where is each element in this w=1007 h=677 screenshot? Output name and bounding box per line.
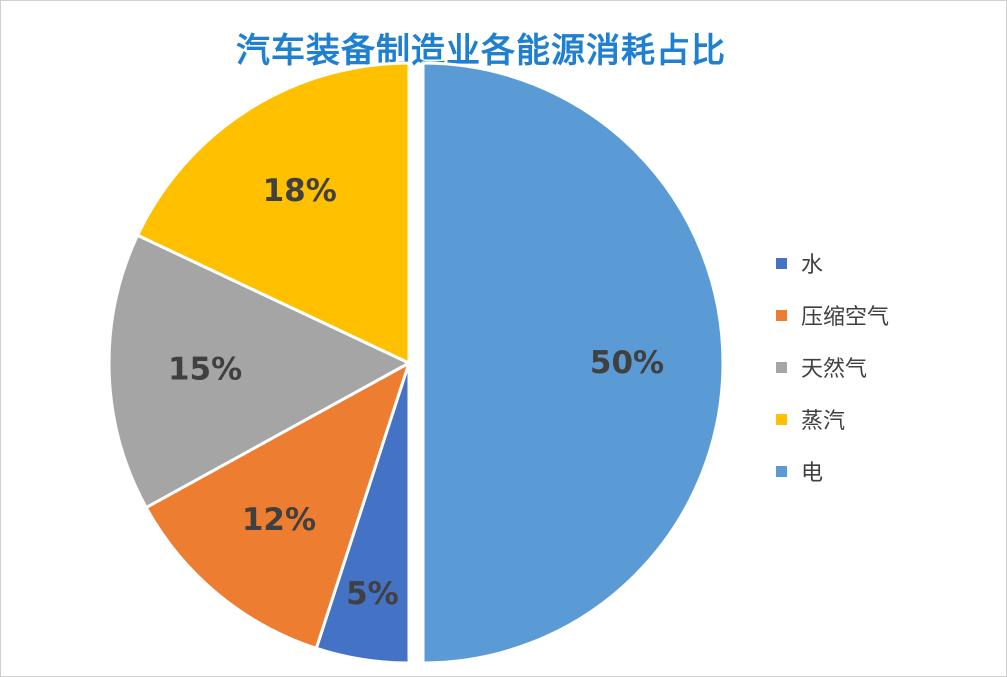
- slice-label-1: 5%: [346, 576, 399, 612]
- slice-label-2: 12%: [242, 502, 316, 538]
- pie-slice-4: [135, 61, 411, 366]
- legend-item-4: 蒸汽: [776, 393, 889, 445]
- slice-label-3: 15%: [168, 351, 242, 387]
- chart-title: 汽车装备制造业各能源消耗占比: [236, 31, 726, 71]
- legend-swatch: [776, 257, 787, 269]
- chart-legend: 水压缩空气天然气蒸汽电: [776, 237, 889, 497]
- legend-swatch: [776, 361, 787, 373]
- legend-swatch: [776, 465, 787, 477]
- pie-slice-3: [107, 233, 413, 510]
- legend-item-3: 天然气: [776, 341, 889, 393]
- legend-label: 水: [801, 253, 824, 278]
- legend-item-5: 电: [776, 445, 889, 497]
- legend-swatch: [776, 413, 787, 425]
- legend-swatch: [776, 309, 787, 321]
- slice-label-5: 50%: [590, 345, 664, 381]
- legend-label: 蒸汽: [801, 409, 846, 434]
- legend-label: 电: [801, 461, 824, 486]
- slice-label-4: 18%: [263, 173, 337, 209]
- pie-slice-2: [144, 359, 412, 651]
- legend-item-2: 压缩空气: [776, 289, 889, 341]
- legend-label: 天然气: [801, 357, 868, 382]
- legend-item-1: 水: [776, 237, 889, 289]
- legend-label: 压缩空气: [801, 305, 890, 330]
- pie-slice-5: [421, 61, 725, 665]
